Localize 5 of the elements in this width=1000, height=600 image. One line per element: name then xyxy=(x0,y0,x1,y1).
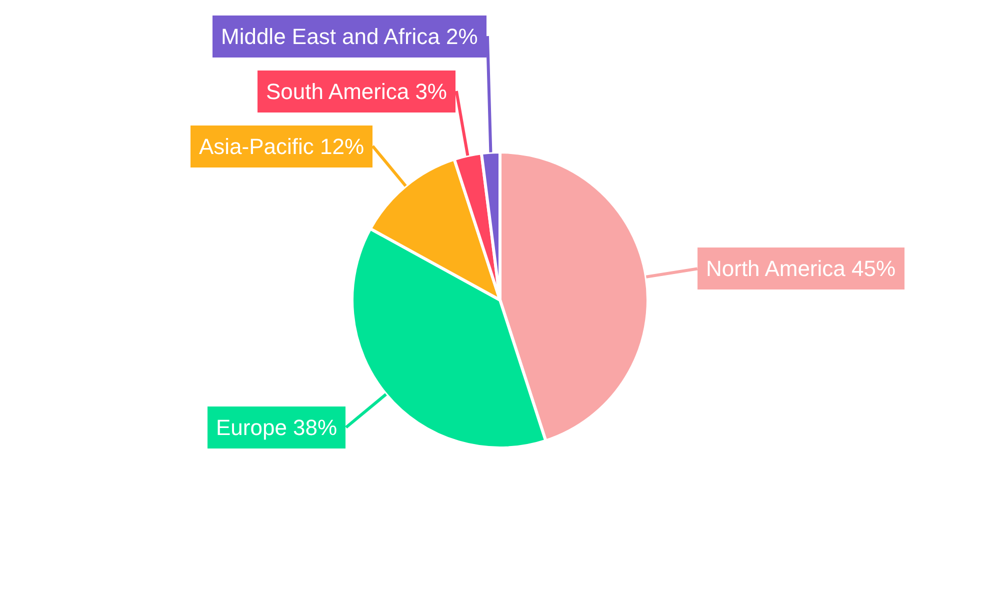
slice-label: Asia-Pacific 12% xyxy=(199,134,364,159)
slice-label: Europe 38% xyxy=(216,415,338,440)
slice-label: South America 3% xyxy=(266,79,447,104)
slice-label: Middle East and Africa 2% xyxy=(221,24,478,49)
slice-label: North America 45% xyxy=(706,256,896,281)
